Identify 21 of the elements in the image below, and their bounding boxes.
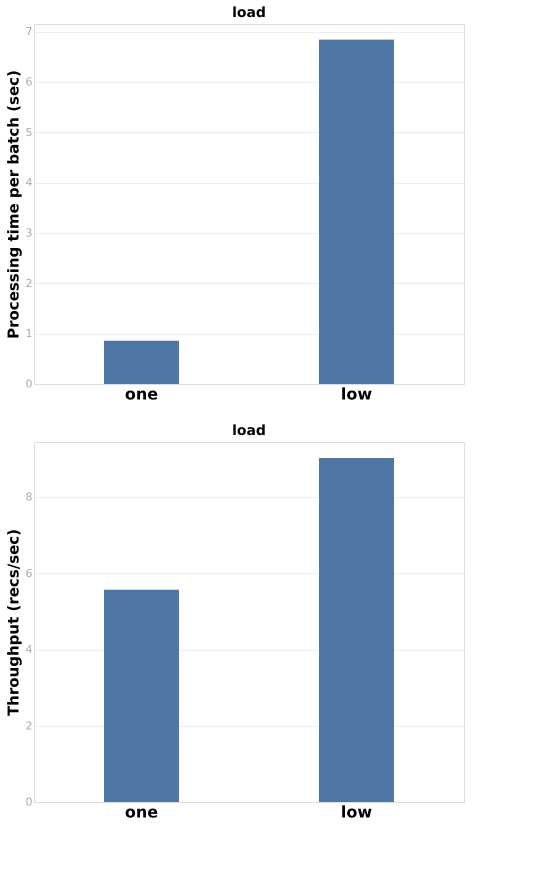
y-tick-label: 6 <box>26 566 32 580</box>
y-tick-label: 4 <box>26 176 32 190</box>
y-tick-label: 2 <box>26 719 32 732</box>
x-tick-label: one <box>124 384 158 404</box>
y-axis-title: Throughput (recs/sec) <box>4 528 22 716</box>
y-tick-label: 2 <box>26 276 32 290</box>
y-tick-label: 8 <box>26 490 32 504</box>
x-tick-label: one <box>124 802 158 822</box>
y-tick-label: 5 <box>26 126 32 139</box>
chart-title: load <box>232 5 266 21</box>
y-tick-label: 4 <box>26 643 32 656</box>
y-axis-title: Processing time per batch (sec) <box>4 70 22 339</box>
y-tick-label: 6 <box>26 75 32 88</box>
y-tick-label: 3 <box>26 226 32 240</box>
y-tick-label: 1 <box>26 327 32 340</box>
y-tick-label: 0 <box>26 378 32 390</box>
x-tick-label: low <box>340 384 372 404</box>
y-tick-label: 7 <box>26 25 32 38</box>
x-tick-label: low <box>340 802 372 822</box>
chart-title: load <box>232 423 266 439</box>
y-tick-label: 0 <box>26 796 32 808</box>
